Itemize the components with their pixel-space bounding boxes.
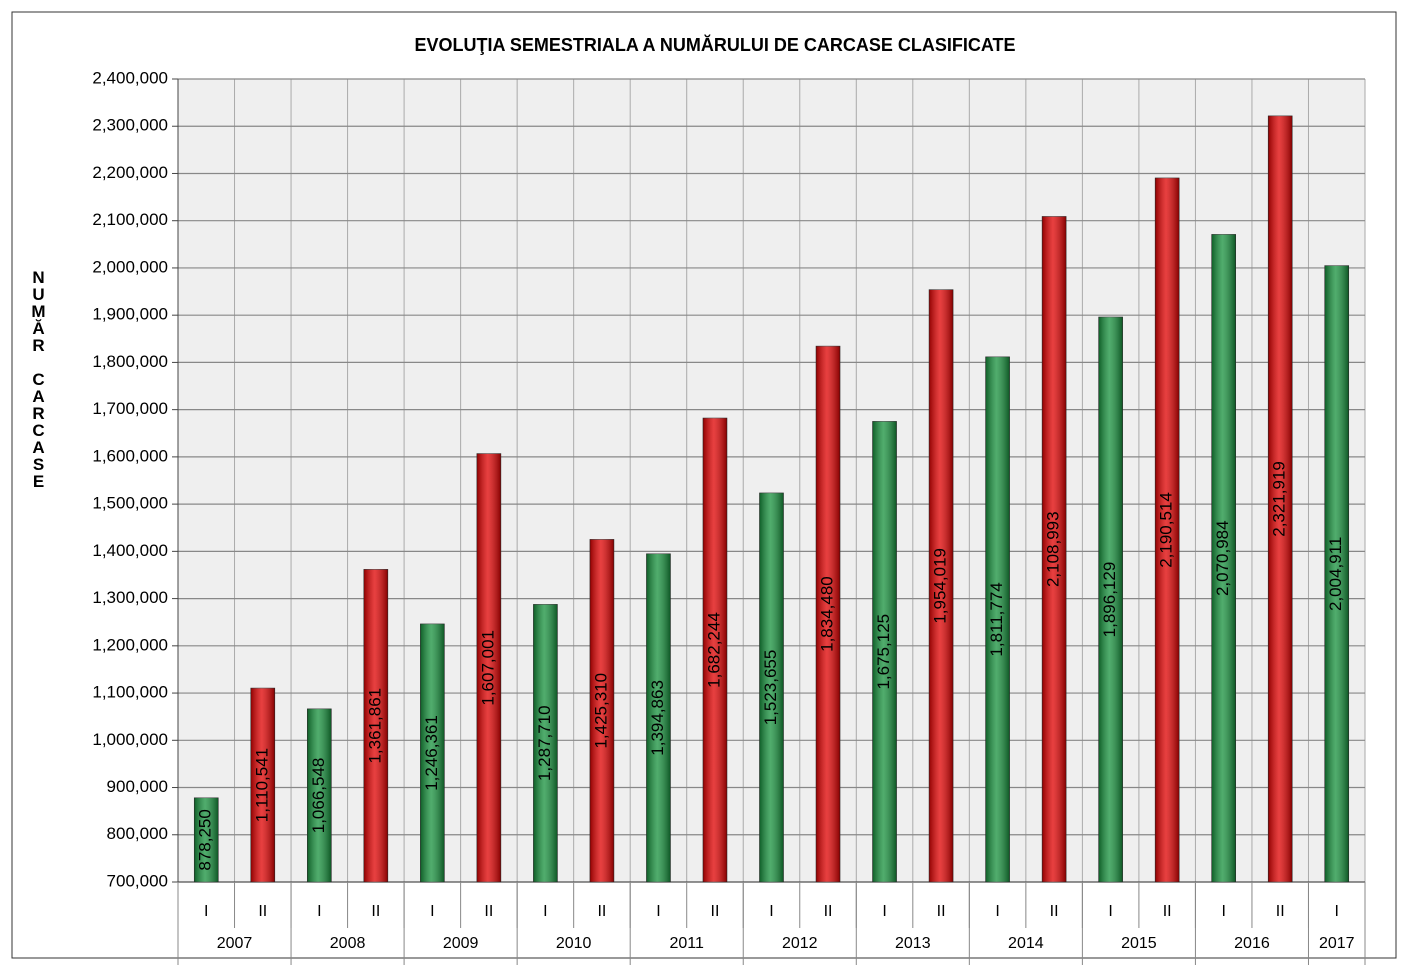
- y-tick-label: 1,600,000: [92, 446, 168, 465]
- y-tick-label: 2,400,000: [92, 68, 168, 87]
- bar-shine: [250, 688, 275, 882]
- value-label: 1,425,310: [591, 673, 610, 749]
- x-tick-label: I: [1221, 903, 1225, 920]
- bar-shine: [929, 289, 954, 883]
- bar-shine: [1042, 216, 1067, 882]
- y-tick-label: 1,200,000: [92, 635, 168, 654]
- x-tick-label: II: [824, 903, 833, 920]
- chart-title: EVOLUŢIA SEMESTRIALA A NUMĂRULUI DE CARC…: [415, 34, 1016, 55]
- bar-shine: [1098, 317, 1123, 882]
- bar-shine: [1211, 234, 1236, 882]
- value-label: 2,321,919: [1270, 461, 1289, 537]
- value-label: 1,394,863: [648, 680, 667, 756]
- y-tick-label: 2,300,000: [92, 116, 168, 135]
- x-tick-label: II: [711, 903, 720, 920]
- x-group-label: 2010: [556, 935, 592, 952]
- x-group-label: 2008: [330, 935, 366, 952]
- x-tick-label: I: [543, 903, 547, 920]
- x-tick-label: I: [430, 903, 434, 920]
- bar-shine: [702, 418, 727, 882]
- bar-shine: [816, 346, 841, 883]
- x-group-label: 2016: [1234, 935, 1270, 952]
- x-tick-label: I: [204, 903, 208, 920]
- y-tick-label: 1,500,000: [92, 494, 168, 513]
- value-label: 1,246,361: [422, 715, 441, 791]
- x-group-label: 2015: [1121, 935, 1157, 952]
- chart-border: [11, 11, 1397, 959]
- bar-shine: [533, 604, 558, 882]
- x-tick-label: II: [484, 903, 493, 920]
- x-group-label: 2017: [1319, 935, 1355, 952]
- bar-shine: [194, 797, 219, 882]
- y-tick-label: 1,300,000: [92, 588, 168, 607]
- bar-shine: [872, 421, 897, 882]
- x-tick-label: I: [769, 903, 773, 920]
- bar-shine: [363, 569, 388, 882]
- y-tick-label: 900,000: [107, 777, 168, 796]
- bar-shine: [307, 708, 332, 882]
- bar-shine: [589, 539, 614, 882]
- bar-shine: [476, 453, 501, 882]
- value-label: 1,682,244: [704, 612, 723, 688]
- y-axis-label: NUMĂR CARCASE: [29, 268, 48, 489]
- x-tick-label: II: [937, 903, 946, 920]
- value-label: 1,361,861: [365, 688, 384, 764]
- y-tick-label: 800,000: [107, 824, 168, 843]
- y-tick-label: 1,100,000: [92, 683, 168, 702]
- y-tick-label: 1,400,000: [92, 541, 168, 560]
- x-tick-label: II: [1050, 903, 1059, 920]
- y-tick-label: 1,700,000: [92, 399, 168, 418]
- x-tick-label: I: [317, 903, 321, 920]
- x-group-label: 2013: [895, 935, 931, 952]
- y-tick-label: 1,900,000: [92, 305, 168, 324]
- value-label: 1,954,019: [931, 548, 950, 624]
- x-tick-label: I: [882, 903, 886, 920]
- x-tick-label: I: [1108, 903, 1112, 920]
- value-label: 1,287,710: [535, 705, 554, 781]
- x-group-label: 2012: [782, 935, 818, 952]
- x-tick-label: II: [371, 903, 380, 920]
- x-tick-label: II: [258, 903, 267, 920]
- bar-shine: [759, 492, 784, 882]
- value-label: 1,110,541: [252, 748, 271, 822]
- y-tick-label: 1,800,000: [92, 352, 168, 371]
- y-tick-label: 2,200,000: [92, 163, 168, 182]
- y-tick-label: 1,000,000: [92, 730, 168, 749]
- value-label: 1,834,480: [818, 576, 837, 652]
- x-group-label: 2011: [670, 935, 705, 952]
- value-label: 1,811,774: [987, 582, 1006, 656]
- value-label: 878,250: [196, 809, 215, 870]
- y-tick-label: 700,000: [107, 871, 168, 890]
- value-label: 2,070,984: [1213, 520, 1232, 596]
- x-group-label: 2014: [1008, 935, 1044, 952]
- value-label: 2,004,911: [1326, 537, 1345, 611]
- bar-shine: [1155, 177, 1180, 883]
- x-group-label: 2009: [443, 935, 479, 952]
- value-label: 1,523,655: [761, 650, 780, 726]
- value-label: 1,896,129: [1100, 562, 1119, 638]
- value-label: 1,066,548: [309, 758, 328, 834]
- y-tick-label: 2,100,000: [92, 210, 168, 229]
- x-tick-label: I: [995, 903, 999, 920]
- value-label: 2,190,514: [1157, 492, 1176, 568]
- y-tick-label: 2,000,000: [92, 257, 168, 276]
- bar-shine: [1268, 115, 1293, 883]
- x-tick-label: II: [597, 903, 606, 920]
- x-group-label: 2007: [217, 935, 253, 952]
- bar-shine: [646, 553, 671, 882]
- value-label: 1,675,125: [874, 614, 893, 690]
- bar-shine: [420, 623, 445, 882]
- x-tick-label: I: [1335, 903, 1339, 920]
- x-tick-label: II: [1163, 903, 1172, 920]
- bar-shine: [985, 356, 1010, 882]
- x-tick-label: I: [656, 903, 660, 920]
- value-label: 2,108,993: [1044, 511, 1063, 587]
- value-label: 1,607,001: [478, 630, 497, 706]
- bar-shine: [1324, 265, 1349, 882]
- x-tick-label: II: [1276, 903, 1285, 920]
